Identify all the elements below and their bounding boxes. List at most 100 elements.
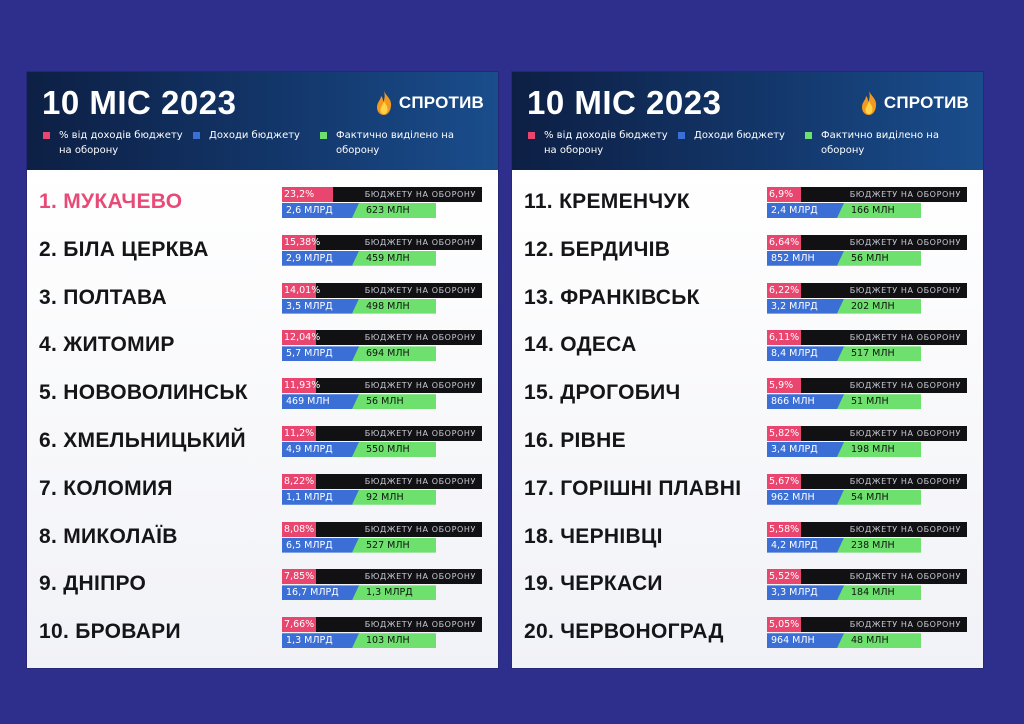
percent-fill [767, 521, 801, 537]
city-row: 3. ПОЛТАВА 14,01% БЮДЖЕТУ НА ОБОРОНУ 3,5 МЛ… [27, 282, 498, 322]
card-title: 10 МІС 2023 [527, 84, 722, 121]
income-value: 3,5 МЛРД [286, 300, 333, 312]
budget-label: БЮДЖЕТУ НА ОБОРОНУ [364, 572, 476, 582]
income-segment: 2,6 МЛРД [282, 203, 360, 218]
allocated-value: 238 МЛН [851, 539, 895, 551]
defense-percent-bar: 6,22% БЮДЖЕТУ НА ОБОРОНУ [767, 282, 967, 298]
income-segment: 2,4 МЛРД [767, 203, 845, 218]
defense-percent-bar: 8,08% БЮДЖЕТУ НА ОБОРОНУ [282, 521, 482, 537]
income-allocation-bar: 3,3 МЛРД 184 МЛН [767, 585, 923, 601]
percent-fill [282, 234, 316, 250]
legend-allocated: Фактично виділено на оборону [320, 128, 470, 158]
defense-percent-bar: 7,66% БЮДЖЕТУ НА ОБОРОНУ [282, 617, 482, 633]
city-row: 18. ЧЕРНІВЦІ 5,58% БЮДЖЕТУ НА ОБОРОНУ 4,2 М… [512, 521, 983, 561]
allocated-segment: 198 МЛН [837, 442, 921, 457]
income-value: 3,2 МЛРД [771, 300, 818, 312]
allocated-segment: 623 МЛН [352, 203, 436, 218]
card-title: 10 МІС 2023 [42, 84, 237, 121]
city-row: 12. БЕРДИЧІВ 6,64% БЮДЖЕТУ НА ОБОРОНУ 852 М… [512, 234, 983, 274]
income-segment: 469 МЛН [282, 394, 360, 409]
defense-percent-bar: 5,05% БЮДЖЕТУ НА ОБОРОНУ [767, 617, 967, 633]
income-segment: 852 МЛН [767, 251, 845, 266]
city-name: 1. МУКАЧЕВО [39, 190, 183, 213]
allocated-value: 498 МЛН [366, 300, 410, 312]
income-allocation-bar: 2,6 МЛРД 623 МЛН [282, 203, 438, 218]
allocated-value: 103 МЛН [366, 635, 410, 647]
allocated-value: 517 МЛН [851, 348, 895, 360]
income-allocation-bar: 8,4 МЛРД 517 МЛН [767, 346, 923, 362]
percent-value: 12,04% [284, 332, 321, 344]
defense-percent-bar: 6,64% БЮДЖЕТУ НА ОБОРОНУ [767, 234, 967, 250]
income-allocation-bar: 964 МЛН 48 МЛН [767, 633, 923, 649]
legend-income-label: Доходи бюджету [209, 130, 300, 141]
city-name: 3. ПОЛТАВА [39, 285, 167, 309]
percent-value: 11,93% [284, 380, 321, 392]
city-name: 17. ГОРІШНІ ПЛАВНІ [524, 476, 742, 500]
city-row: 8. МИКОЛАЇВ 8,08% БЮДЖЕТУ НА ОБОРОНУ 6,5 МЛ… [27, 521, 498, 561]
city-row: 7. КОЛОМИЯ 8,22% БЮДЖЕТУ НА ОБОРОНУ 1,1 МЛР… [27, 473, 498, 513]
income-value: 5,7 МЛРД [286, 348, 333, 360]
percent-fill [282, 521, 316, 537]
city-row: 1. МУКАЧЕВО 23,2% БЮДЖЕТУ НА ОБОРОНУ 2,6 МЛ… [27, 186, 498, 226]
percent-fill [282, 426, 316, 441]
ranking-card-right: 10 МІС 2023 СПРОТИВ % від доходів бюджет… [512, 72, 983, 668]
percent-value: 8,08% [284, 523, 315, 535]
income-allocation-bar: 6,5 МЛРД 527 МЛН [282, 537, 438, 553]
percent-value: 6,11% [769, 332, 800, 344]
budget-label: БЮДЖЕТУ НА ОБОРОНУ [364, 524, 476, 534]
city-row: 9. ДНІПРО 7,85% БЮДЖЕТУ НА ОБОРОНУ 16,7 МЛР… [27, 568, 498, 608]
percent-fill [767, 187, 801, 202]
city-row: 4. ЖИТОМИР 12,04% БЮДЖЕТУ НА ОБОРОНУ 5,7 МЛ… [27, 329, 498, 369]
allocated-segment: 1,3 МЛРД [352, 585, 436, 601]
allocated-segment: 166 МЛН [837, 203, 921, 218]
percent-value: 15,38% [284, 236, 321, 248]
legend-swatch-allocated [805, 132, 812, 139]
allocated-segment: 527 МЛН [352, 537, 436, 553]
legend-percent: % від доходів бюджету на оборону [528, 128, 678, 158]
percent-fill [282, 187, 334, 202]
defense-percent-bar: 6,9% БЮДЖЕТУ НА ОБОРОНУ [767, 187, 967, 202]
defense-percent-bar: 5,67% БЮДЖЕТУ НА ОБОРОНУ [767, 473, 967, 489]
income-allocation-bar: 1,3 МЛРД 103 МЛН [282, 633, 438, 649]
income-value: 852 МЛН [771, 252, 815, 264]
city-row: 17. ГОРІШНІ ПЛАВНІ 5,67% БЮДЖЕТУ НА ОБОРОН… [512, 473, 983, 513]
defense-percent-bar: 6,11% БЮДЖЕТУ НА ОБОРОНУ [767, 330, 967, 346]
legend-allocated-label: Фактично виділено на оборону [821, 130, 939, 156]
income-value: 3,4 МЛРД [771, 444, 818, 455]
budget-label: БЮДЖЕТУ НА ОБОРОНУ [364, 620, 476, 630]
city-row: 14. ОДЕСА 6,11% БЮДЖЕТУ НА ОБОРОНУ 8,4 МЛРД… [512, 329, 983, 369]
income-allocation-bar: 3,5 МЛРД 498 МЛН [282, 298, 438, 314]
percent-fill [767, 234, 801, 250]
income-value: 964 МЛН [771, 635, 815, 647]
budget-label: БЮДЖЕТУ НА ОБОРОНУ [849, 190, 961, 199]
income-value: 4,2 МЛРД [771, 539, 818, 551]
income-allocation-bar: 3,2 МЛРД 202 МЛН [767, 298, 923, 314]
percent-value: 5,58% [769, 523, 800, 535]
allocated-value: 550 МЛН [366, 444, 410, 455]
income-allocation-bar: 5,7 МЛРД 694 МЛН [282, 346, 438, 362]
percent-fill [282, 473, 316, 489]
percent-value: 5,82% [769, 428, 800, 439]
legend-swatch-percent [528, 132, 535, 139]
city-name: 7. КОЛОМИЯ [39, 476, 173, 500]
allocated-value: 51 МЛН [851, 396, 889, 408]
defense-percent-bar: 5,52% БЮДЖЕТУ НА ОБОРОНУ [767, 569, 967, 585]
city-name: 13. ФРАНКІВСЬК [524, 285, 700, 309]
income-allocation-bar: 4,2 МЛРД 238 МЛН [767, 537, 923, 553]
income-segment: 964 МЛН [767, 633, 845, 648]
ranking-list-11-20: 11. КРЕМЕНЧУК 6,9% БЮДЖЕТУ НА ОБОРОНУ 2,4 М… [512, 170, 983, 668]
income-segment: 2,9 МЛРД [282, 251, 360, 266]
city-row: 20. ЧЕРВОНОГРАД 5,05% БЮДЖЕТУ НА ОБОРОНУ 96… [512, 616, 983, 656]
city-name: 8. МИКОЛАЇВ [39, 524, 178, 548]
budget-label: БЮДЖЕТУ НА ОБОРОНУ [849, 620, 961, 630]
city-name: 19. ЧЕРКАСИ [524, 572, 663, 596]
budget-label: БЮДЖЕТУ НА ОБОРОНУ [364, 476, 476, 486]
income-allocation-bar: 4,9 МЛРД 550 МЛН [282, 442, 438, 457]
income-segment: 16,7 МЛРД [282, 585, 360, 600]
budget-label: БЮДЖЕТУ НА ОБОРОНУ [364, 429, 476, 438]
card-header: 10 МІС 2023 СПРОТИВ % від доходів бюджет… [512, 72, 983, 170]
income-segment: 6,5 МЛРД [282, 538, 360, 553]
percent-value: 6,9% [769, 189, 794, 200]
percent-value: 23,2% [284, 189, 315, 200]
city-name: 4. ЖИТОМИР [39, 333, 175, 357]
